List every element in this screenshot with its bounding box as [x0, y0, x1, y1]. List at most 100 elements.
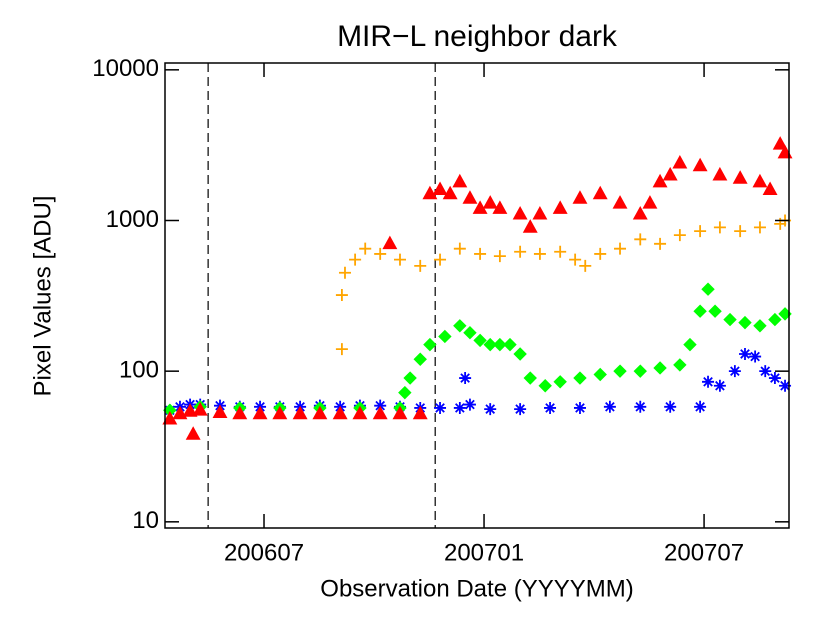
data-point — [694, 225, 707, 238]
data-point — [434, 253, 447, 266]
data-point — [753, 221, 766, 234]
data-point — [398, 385, 412, 400]
data-point — [553, 375, 567, 389]
data-point — [212, 404, 228, 419]
data-point — [779, 379, 792, 392]
data-point — [523, 371, 537, 385]
data-point — [593, 367, 607, 382]
data-point — [664, 400, 677, 413]
data-point — [522, 219, 538, 233]
data-point — [192, 402, 208, 416]
data-point — [613, 364, 627, 378]
data-point — [442, 185, 458, 200]
data-point — [459, 372, 472, 385]
data-point — [453, 401, 466, 414]
data-point — [538, 379, 552, 393]
data-point — [372, 405, 388, 420]
data-point — [474, 247, 487, 260]
data-point — [633, 364, 647, 378]
data-point — [544, 401, 557, 414]
data-point — [413, 352, 427, 366]
x-tick-label: 200707 — [664, 539, 744, 566]
data-point — [634, 400, 647, 413]
data-point — [473, 333, 487, 348]
data-point — [738, 347, 751, 360]
chart-title: MIR−L neighbor dark — [337, 20, 618, 53]
data-point — [182, 403, 198, 417]
data-point — [403, 371, 417, 385]
data-point — [484, 403, 497, 416]
data-point — [453, 319, 467, 333]
data-point — [594, 247, 607, 260]
data-point — [712, 166, 728, 181]
data-point — [708, 304, 722, 318]
data-point — [738, 315, 752, 330]
data-point — [292, 405, 308, 420]
data-point — [592, 185, 608, 200]
data-point — [694, 400, 707, 413]
data-point — [463, 398, 476, 411]
data-point — [463, 325, 477, 340]
data-point — [759, 365, 772, 378]
data-point — [374, 247, 387, 260]
data-point — [162, 410, 178, 425]
data-point — [572, 190, 588, 204]
data-point — [503, 337, 517, 352]
data-point — [422, 185, 438, 200]
data-point — [579, 259, 592, 272]
data-point — [762, 181, 778, 196]
data-point — [573, 371, 587, 385]
data-point — [532, 206, 548, 220]
y-tick-label: 10000 — [92, 55, 159, 82]
data-point — [513, 347, 527, 361]
data-point — [752, 173, 768, 188]
data-point — [434, 401, 447, 414]
data-point — [382, 235, 398, 250]
data-point — [414, 259, 427, 272]
y-tick-label: 1000 — [106, 206, 159, 233]
x-tick-label: 200701 — [444, 539, 524, 566]
data-point — [692, 157, 708, 172]
data-point — [701, 282, 715, 296]
data-point — [483, 337, 497, 352]
data-point — [713, 379, 726, 392]
data-point — [653, 361, 667, 375]
data-point — [352, 405, 368, 420]
data-point — [614, 242, 627, 255]
data-point — [632, 206, 648, 220]
data-point — [412, 405, 428, 420]
data-point — [438, 329, 452, 344]
data-point — [493, 250, 506, 263]
data-point — [514, 403, 527, 416]
data-point — [683, 337, 697, 352]
data-point — [332, 405, 348, 420]
y-tick-label: 10 — [132, 507, 159, 534]
x-axis-label: Observation Date (YYYYMM) — [320, 575, 633, 602]
data-point — [573, 401, 586, 414]
data-point — [612, 195, 628, 209]
data-point — [462, 190, 478, 204]
data-point — [552, 200, 568, 214]
data-point — [252, 405, 268, 420]
data-point — [728, 365, 741, 378]
data-point — [492, 200, 508, 214]
data-point — [702, 375, 715, 388]
data-point — [512, 206, 528, 220]
data-point — [272, 405, 288, 420]
data-point — [493, 337, 507, 352]
data-point — [732, 170, 748, 184]
data-point — [749, 350, 762, 363]
data-point — [312, 405, 328, 420]
x-tick-label: 200607 — [224, 539, 304, 566]
data-point — [472, 200, 488, 214]
data-point — [723, 312, 737, 327]
data-point — [672, 154, 688, 169]
data-point — [452, 173, 468, 188]
data-point — [482, 195, 498, 209]
data-point — [734, 225, 747, 238]
data-point — [652, 173, 668, 188]
data-point — [768, 372, 781, 385]
data-point — [349, 253, 362, 266]
data-point — [232, 405, 248, 420]
